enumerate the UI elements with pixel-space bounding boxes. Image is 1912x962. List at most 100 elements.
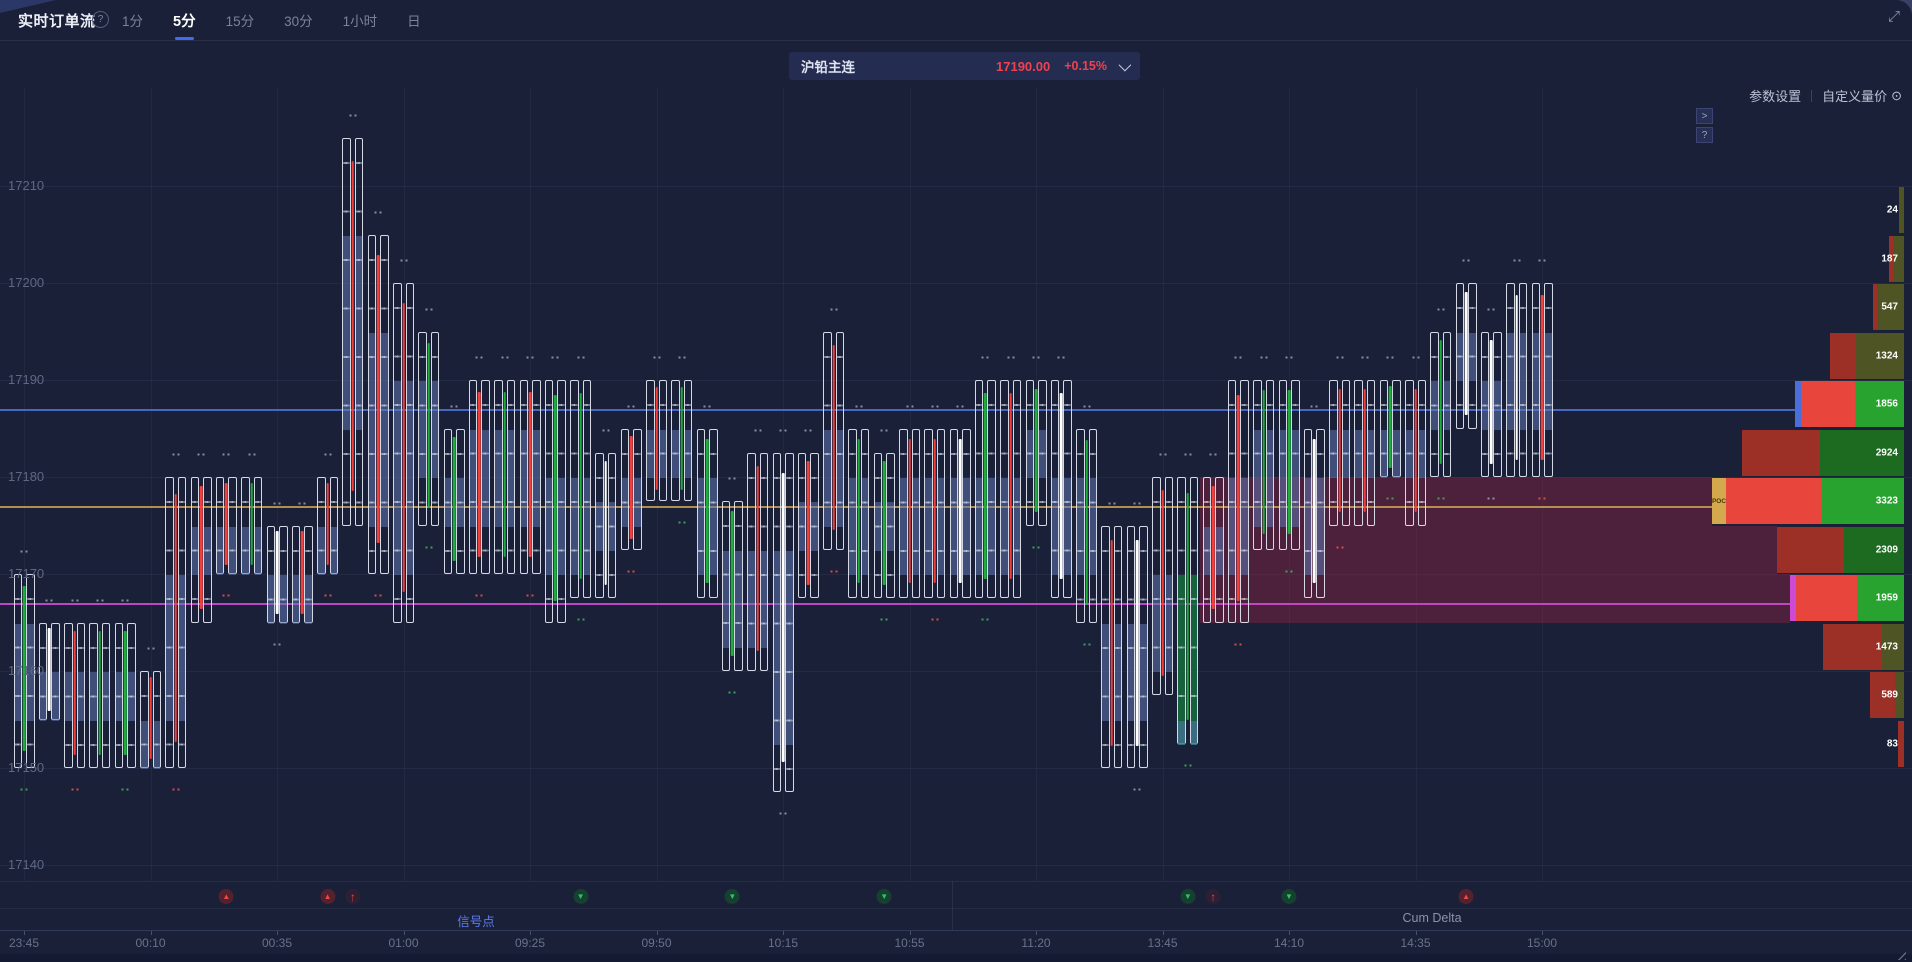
- delta-mark: [18, 788, 30, 791]
- last-price-line: [0, 409, 1795, 411]
- footprint-candle: [974, 380, 996, 599]
- footprint-candle: [1405, 380, 1426, 526]
- grid-vline: [24, 88, 25, 881]
- cum-delta-panel-label[interactable]: Cum Delta: [1402, 911, 1462, 925]
- grid-hline: [0, 186, 1912, 187]
- footprint-candle: [418, 331, 440, 526]
- candle-column: [443, 428, 453, 574]
- cell-numbers: [1266, 381, 1274, 549]
- footprint-candle: [671, 380, 693, 502]
- candle-column: [1240, 380, 1249, 623]
- time-axis-tick: [1162, 930, 1164, 935]
- candle-column: [1316, 428, 1325, 599]
- candle-column: [1253, 380, 1262, 550]
- signal-panel-label[interactable]: 信号点: [457, 915, 495, 929]
- imbalance-mark: [726, 477, 738, 481]
- time-axis-label: 09:25: [514, 936, 546, 950]
- expand-panel-button[interactable]: >: [1696, 108, 1713, 124]
- grid-vline: [150, 88, 152, 881]
- candle-column: [317, 477, 326, 575]
- candle-column: [393, 283, 402, 623]
- profile-volume-value: 3323: [1875, 495, 1898, 507]
- tab-interval-4[interactable]: 1小时: [342, 14, 378, 29]
- collapse-icon[interactable]: ⤢: [1887, 8, 1900, 25]
- profile-segment-dark_red: [1777, 526, 1844, 573]
- panel-help-button[interactable]: ?: [1696, 127, 1713, 143]
- time-axis-tick: [24, 930, 25, 935]
- cell-numbers: [849, 429, 856, 598]
- candle-column: [1392, 380, 1401, 478]
- delta-mark: [170, 788, 182, 791]
- profile-segment-dark_green: [1820, 429, 1904, 476]
- cell-numbers: [65, 623, 72, 767]
- imbalance-mark: [195, 453, 207, 456]
- candle-column: [734, 501, 743, 671]
- cell-numbers: [798, 453, 806, 598]
- time-axis-tick: [403, 930, 405, 935]
- tab-interval-1[interactable]: 5分: [171, 1, 198, 40]
- candle-column: [974, 380, 984, 599]
- tab-interval-0[interactable]: 1分: [122, 14, 144, 29]
- candle-column: [633, 428, 642, 550]
- tab-interval-3[interactable]: 30分: [284, 14, 313, 29]
- profile-segment-red: [1796, 575, 1857, 622]
- candle-body-down: [1540, 294, 1544, 460]
- cell-numbers: [596, 453, 603, 598]
- time-axis-label: 00:10: [135, 936, 166, 950]
- value-area-extension: [1712, 574, 1790, 623]
- candle-column: [13, 574, 22, 768]
- footprint-candle: [1379, 380, 1401, 478]
- candle-column: [165, 477, 174, 768]
- candle-column: [658, 380, 667, 502]
- price-axis-label: 17150: [8, 760, 45, 775]
- footprint-candle: [140, 671, 161, 769]
- footprint-candle: [215, 477, 237, 575]
- param-settings-button[interactable]: 参数设置: [1749, 89, 1802, 104]
- candle-column: [1493, 331, 1502, 477]
- imbalance-mark: [220, 453, 232, 456]
- cell-numbers: [925, 429, 932, 598]
- time-axis-tick: [277, 930, 278, 935]
- resize-grip-icon[interactable]: [1894, 951, 1906, 960]
- candle-column: [1518, 283, 1528, 477]
- profile-volume-value: 2309: [1875, 544, 1898, 556]
- candle-column: [241, 477, 250, 575]
- imbalance-mark: [347, 113, 359, 117]
- custom-volume-button[interactable]: 自定义量价 ⊙: [1822, 86, 1902, 105]
- profile-row: 547: [1873, 284, 1904, 331]
- tab-interval-5[interactable]: 日: [407, 14, 421, 29]
- instrument-selector[interactable]: 沪铅主连 17190.00 +0.15%: [789, 52, 1140, 80]
- profile-volume-value: 1473: [1875, 641, 1898, 653]
- signal-marker-buy-arrow: ↑: [1205, 889, 1221, 904]
- candle-column: [228, 477, 237, 575]
- candle-column: [291, 525, 301, 624]
- candle-body-up: [705, 438, 709, 583]
- candle-body-down: [478, 391, 481, 557]
- profile-segment-olive: [1877, 284, 1904, 331]
- cell-numbers: [861, 429, 869, 598]
- profile-volume-value: 187: [1881, 253, 1898, 265]
- cell-numbers: [343, 138, 350, 525]
- page-title: 实时订单流: [18, 13, 96, 30]
- time-axis-label: 14:10: [1273, 936, 1305, 950]
- candle-body-neutral: [781, 473, 785, 762]
- footprint-candle: [114, 622, 136, 768]
- price-axis-label: 17170: [8, 566, 45, 581]
- candle-column: [266, 525, 275, 624]
- candle-column: [987, 380, 996, 599]
- toolbar-divider: [1811, 89, 1813, 102]
- time-axis-label: 13:45: [1147, 936, 1178, 950]
- tab-interval-2[interactable]: 15分: [225, 14, 255, 29]
- cell-numbers: [874, 453, 882, 598]
- instrument-name: 沪铅主连: [801, 60, 855, 75]
- cell-numbers: [1089, 429, 1097, 622]
- footprint-candle: [696, 428, 718, 599]
- time-axis-tick: [1415, 930, 1417, 935]
- target-icon: ⊙: [1891, 87, 1902, 103]
- help-icon[interactable]: ?: [92, 11, 109, 28]
- candle-column: [848, 428, 857, 599]
- imbalance-mark: [1131, 501, 1143, 505]
- profile-segment-dark_red: [1870, 672, 1895, 719]
- candle-column: [64, 622, 73, 768]
